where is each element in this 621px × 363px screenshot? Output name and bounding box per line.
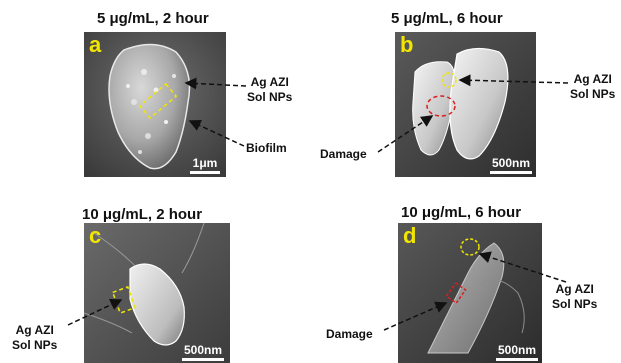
- scale-label-b: 500nm: [491, 156, 531, 170]
- panel-letter-c: c: [89, 223, 102, 248]
- biofilm-label: Biofilm: [246, 141, 287, 155]
- np-label-a-line2: Sol NPs: [247, 90, 293, 104]
- panel-d-title: 10 μg/mL, 6 hour: [401, 204, 522, 221]
- damage-label-b: Damage: [320, 147, 367, 161]
- arrow-np-c: [67, 299, 123, 326]
- panel-letter-d: d: [403, 223, 417, 248]
- arrow-np-a: [184, 77, 247, 90]
- scale-label-a: 1μm: [192, 156, 218, 170]
- np-label-c: Ag AZI Sol NPs: [12, 323, 57, 353]
- arrow-np-b: [458, 74, 569, 87]
- np-label-d-line1: Ag AZI: [555, 282, 594, 296]
- np-label-d-line2: Sol NPs: [552, 297, 598, 311]
- panel-a-title: 5 μg/mL, 2 hour: [97, 10, 209, 27]
- panel-letter-a: a: [89, 32, 102, 57]
- scale-line-c: [182, 358, 224, 361]
- sem-panel-c: c 500nm: [84, 223, 230, 363]
- np-label-c-line2: Sol NPs: [12, 338, 58, 352]
- np-label-a-line1: Ag AZI: [250, 75, 289, 89]
- scale-line-d: [496, 358, 538, 361]
- scale-line-a: [190, 171, 220, 174]
- scale-bar-c: 500nm: [182, 343, 224, 361]
- sem-panel-a: a 1μm: [84, 32, 226, 177]
- np-label-d: Ag AZI Sol NPs: [552, 282, 597, 312]
- damage-label-d: Damage: [326, 327, 373, 341]
- arrow-biofilm: [188, 119, 245, 147]
- scale-bar-d: 500nm: [496, 343, 538, 361]
- arrow-damage-d: [383, 301, 448, 331]
- panel-b-title: 5 μg/mL, 6 hour: [391, 10, 503, 27]
- scale-bar-b: 500nm: [490, 156, 532, 174]
- sem-panel-b: b 500nm: [395, 32, 536, 177]
- arrow-np-d: [478, 251, 567, 283]
- np-label-a: Ag AZI Sol NPs: [247, 75, 292, 105]
- np-label-b-line2: Sol NPs: [570, 87, 616, 101]
- sem-image-a: [84, 32, 226, 177]
- np-label-b-line1: Ag AZI: [573, 72, 612, 86]
- sem-panel-d: d 500nm: [398, 223, 542, 363]
- sem-image-b: [395, 32, 536, 177]
- np-label-c-line1: Ag AZI: [15, 323, 54, 337]
- scale-label-d: 500nm: [497, 343, 537, 357]
- panel-c-title: 10 μg/mL, 2 hour: [82, 206, 203, 223]
- scale-label-c: 500nm: [183, 343, 223, 357]
- scale-bar-a: 1μm: [190, 156, 220, 174]
- sem-image-d: [398, 223, 542, 363]
- sem-image-c: [84, 223, 230, 363]
- arrow-damage-b: [377, 115, 434, 153]
- panel-letter-b: b: [400, 32, 414, 57]
- np-label-b: Ag AZI Sol NPs: [570, 72, 615, 102]
- scale-line-b: [490, 171, 532, 174]
